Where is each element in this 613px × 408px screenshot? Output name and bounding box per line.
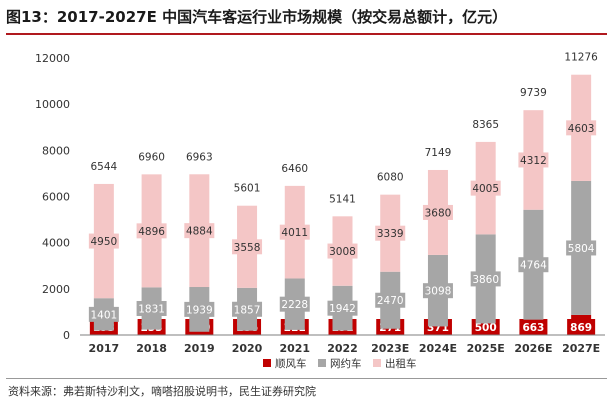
x-tick-label: 2017 (89, 342, 120, 355)
data-label-box (327, 243, 358, 259)
y-axis: 0 2000 4000 6000 8000 10000 12000 (35, 52, 70, 342)
data-label-box (375, 225, 406, 241)
x-tick-label: 2023E (371, 342, 409, 355)
x-tick-label: 2020 (232, 342, 263, 355)
data-label-box (184, 223, 215, 239)
data-label: 4764 (520, 260, 547, 272)
data-label: 1942 (329, 303, 356, 315)
legend-label: 顺风车 (275, 357, 307, 370)
data-label-box (88, 233, 119, 249)
total-label: 6080 (377, 172, 404, 184)
y-tick-label: 12000 (35, 52, 70, 65)
x-tick-label: 2026E (514, 342, 552, 355)
data-label: 1939 (186, 304, 213, 316)
data-label-box (375, 292, 406, 308)
data-label: 4011 (281, 227, 308, 239)
data-label-box (136, 223, 167, 239)
total-label: 6960 (138, 151, 165, 163)
data-label: 2228 (281, 299, 308, 311)
data-label-box (184, 301, 215, 317)
total-label: 11276 (564, 52, 598, 64)
data-label-box (566, 120, 597, 136)
data-label: 869 (570, 322, 592, 334)
x-tick-label: 2021 (279, 342, 310, 355)
source-divider (6, 378, 607, 379)
legend: 顺风车 网约车 出租车 (263, 357, 417, 370)
data-label-box (519, 319, 548, 335)
figure-title: 图13：2017-2027E 中国汽车客运行业市场规模（按交易总额计，亿元） (6, 8, 508, 26)
data-label-box (279, 296, 310, 312)
legend-swatch (318, 359, 326, 367)
data-label: 3860 (472, 274, 499, 286)
data-label: 5804 (568, 243, 595, 255)
data-label: 663 (522, 322, 544, 334)
x-axis: 2017 2018 2019 2020 2021 2022 2023E 2024E 2025E 2… (80, 334, 605, 355)
data-label-box (422, 204, 453, 220)
bars-layer: 1931401495065442331831489669601401939488… (88, 52, 598, 335)
x-tick-label: 2022 (327, 342, 358, 355)
data-label-box (470, 271, 501, 287)
total-label: 6460 (281, 163, 308, 175)
x-tick-label: 2027E (562, 342, 600, 355)
data-label-box (88, 306, 119, 322)
source-note: 资料来源：弗若斯特沙利文，嘀嗒招股说明书，民生证券研究院 (8, 385, 316, 398)
y-tick-label: 6000 (42, 191, 70, 204)
total-label: 9739 (520, 87, 547, 99)
data-label-box (327, 300, 358, 316)
total-label: 5141 (329, 193, 356, 205)
title-divider (6, 33, 607, 35)
data-label: 3098 (425, 286, 452, 298)
y-tick-label: 0 (63, 329, 70, 342)
data-label-box (136, 300, 167, 316)
legend-swatch (263, 359, 271, 367)
data-label: 500 (475, 322, 497, 334)
total-label: 6544 (90, 161, 117, 173)
data-label-box (470, 180, 501, 196)
data-label: 4312 (520, 155, 547, 167)
y-tick-label: 8000 (42, 144, 70, 157)
data-label: 4603 (568, 123, 595, 135)
legend-swatch (373, 359, 381, 367)
x-tick-label: 2018 (136, 342, 167, 355)
data-label: 3680 (425, 207, 452, 219)
data-label: 4884 (186, 226, 213, 238)
total-label: 7149 (425, 147, 452, 159)
data-label-box (567, 319, 596, 335)
data-label: 4896 (138, 226, 165, 238)
data-label: 2470 (377, 295, 404, 307)
y-tick-label: 2000 (42, 283, 70, 296)
data-label: 1857 (234, 304, 261, 316)
total-label: 6963 (186, 151, 213, 163)
x-tick-label: 2019 (184, 342, 215, 355)
data-label-box (279, 224, 310, 240)
data-label: 4950 (90, 236, 117, 248)
data-label-box (232, 301, 263, 317)
data-label: 1831 (138, 303, 165, 315)
data-label: 3339 (377, 228, 404, 240)
data-label-box (518, 152, 549, 168)
total-label: 5601 (234, 183, 261, 195)
data-label-box (566, 240, 597, 256)
data-label: 4005 (472, 183, 499, 195)
data-label-box (518, 257, 549, 273)
data-label-box (232, 239, 263, 255)
data-label: 1401 (90, 309, 117, 321)
legend-label: 出租车 (385, 357, 417, 370)
data-label-box (422, 283, 453, 299)
legend-label: 网约车 (330, 357, 362, 370)
data-label: 3558 (234, 242, 261, 254)
x-tick-label: 2024E (419, 342, 457, 355)
y-tick-label: 4000 (42, 237, 70, 250)
x-tick-label: 2025E (467, 342, 505, 355)
y-tick-label: 10000 (35, 98, 70, 111)
data-label: 3008 (329, 246, 356, 258)
total-label: 8365 (472, 119, 499, 131)
